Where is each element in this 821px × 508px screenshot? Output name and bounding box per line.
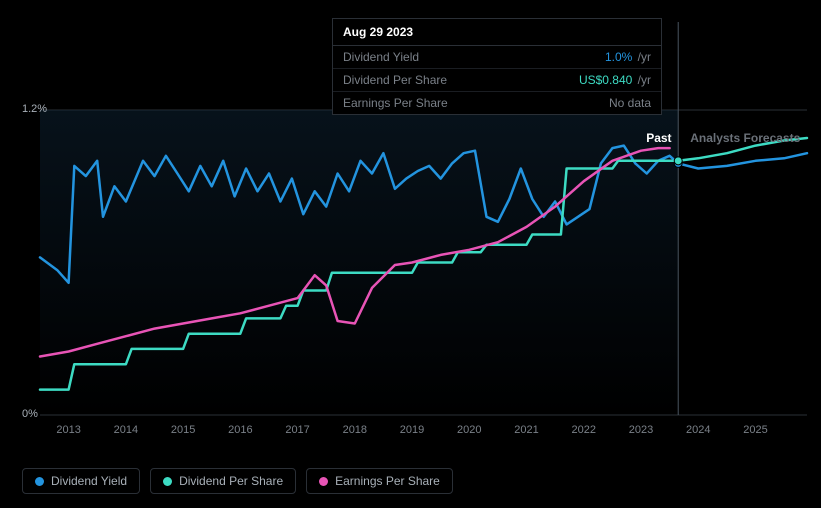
tooltip-row-value: US$0.840 /yr	[579, 73, 651, 87]
legend: Dividend Yield Dividend Per Share Earnings…	[22, 468, 453, 494]
x-axis-label: 2018	[343, 424, 367, 436]
x-axis-label: 2016	[228, 424, 252, 436]
y-axis-label: 1.2%	[0, 103, 40, 115]
tooltip-row-label: Dividend Per Share	[343, 73, 579, 87]
legend-dot-icon	[163, 477, 172, 486]
tooltip-row: Earnings Per ShareNo data	[333, 92, 661, 114]
tooltip-row-value: No data	[609, 96, 651, 110]
legend-item[interactable]: Dividend Per Share	[150, 468, 296, 494]
legend-label: Earnings Per Share	[335, 474, 440, 488]
x-axis-label: 2019	[400, 424, 424, 436]
x-axis-label: 2014	[114, 424, 138, 436]
x-axis-label: 2023	[629, 424, 653, 436]
x-axis-label: 2022	[572, 424, 596, 436]
x-axis-label: 2013	[56, 424, 80, 436]
x-axis-label: 2024	[686, 424, 710, 436]
legend-dot-icon	[319, 477, 328, 486]
chart-tooltip: Aug 29 2023 Dividend Yield1.0% /yrDivide…	[332, 18, 662, 115]
legend-item[interactable]: Earnings Per Share	[306, 468, 453, 494]
tooltip-date: Aug 29 2023	[333, 19, 661, 46]
tooltip-row: Dividend Yield1.0% /yr	[333, 46, 661, 69]
tooltip-row-label: Earnings Per Share	[343, 96, 609, 110]
tooltip-row-value: 1.0% /yr	[605, 50, 651, 64]
x-axis-label: 2017	[285, 424, 309, 436]
tooltip-row-label: Dividend Yield	[343, 50, 605, 64]
legend-label: Dividend Yield	[51, 474, 127, 488]
x-axis-label: 2020	[457, 424, 481, 436]
tooltip-rows: Dividend Yield1.0% /yrDividend Per Share…	[333, 46, 661, 114]
past-label: Past	[646, 131, 671, 145]
legend-dot-icon	[35, 477, 44, 486]
x-axis-label: 2021	[514, 424, 538, 436]
x-axis-label: 2025	[743, 424, 767, 436]
legend-item[interactable]: Dividend Yield	[22, 468, 140, 494]
y-axis-label: 0%	[0, 408, 40, 420]
tooltip-row: Dividend Per ShareUS$0.840 /yr	[333, 69, 661, 92]
forecast-label: Analysts Forecasts	[690, 131, 800, 145]
x-axis-label: 2015	[171, 424, 195, 436]
legend-label: Dividend Per Share	[179, 474, 283, 488]
